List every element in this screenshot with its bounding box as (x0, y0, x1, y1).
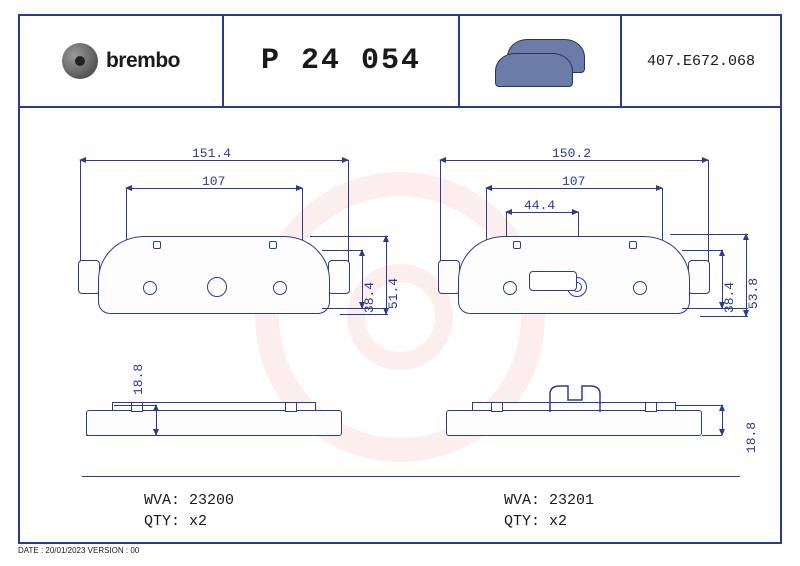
wva-label: WVA: (504, 492, 540, 509)
dim-height-inner: 38.4 (722, 282, 737, 313)
pad-hole (207, 277, 227, 297)
pad-slot (269, 241, 277, 249)
pad-front-view (458, 236, 690, 314)
pad-ear (688, 260, 710, 294)
pad-hole (143, 281, 157, 295)
dim-inner-width: 107 (562, 174, 585, 189)
qty-label: QTY: (504, 513, 540, 530)
pad-slot (629, 241, 637, 249)
dim-height-outer: 51.4 (386, 278, 401, 309)
dim-thickness: 18.8 (744, 422, 759, 453)
dim-line (722, 405, 723, 435)
part-number: P 24 054 (224, 16, 460, 106)
spring-clip-icon (540, 382, 610, 416)
pad-hole (273, 281, 287, 295)
brand-cell: brembo (20, 16, 224, 106)
pad-slot (153, 241, 161, 249)
pad-ear (328, 260, 350, 294)
wva-label: WVA: (144, 492, 180, 509)
wva-value: 23200 (189, 492, 234, 509)
qty-label: QTY: (144, 513, 180, 530)
pad-plate (529, 271, 577, 291)
dim-thickness: 18.8 (131, 364, 146, 395)
pad-3d-icon (485, 31, 595, 91)
qty-value: x2 (549, 513, 567, 530)
dim-inner-width: 107 (202, 174, 225, 189)
dim-top-offset: 44.4 (524, 198, 555, 213)
pad-ear (78, 260, 100, 294)
drawing-frame: brembo P 24 054 407.E672.068 151.4 107 (18, 14, 782, 544)
dim-overall-width: 151.4 (192, 146, 231, 161)
dim-height-outer: 53.8 (746, 278, 761, 309)
brembo-disc-icon (62, 43, 98, 79)
brand-name: brembo (106, 49, 180, 73)
dim-line (156, 405, 157, 435)
separator-line (82, 476, 740, 477)
left-pad-info: WVA: 23200 QTY: x2 (144, 490, 234, 532)
drawing-body: 151.4 107 38.4 51.4 (20, 108, 780, 544)
reference-number: 407.E672.068 (622, 16, 780, 106)
right-pad-info: WVA: 23201 QTY: x2 (504, 490, 594, 532)
pad-hole (633, 281, 647, 295)
pad-ear (438, 260, 460, 294)
qty-value: x2 (189, 513, 207, 530)
pad-side-plate (86, 410, 342, 436)
pad-hole (503, 281, 517, 295)
pad-slot (513, 241, 521, 249)
dim-overall-width: 150.2 (552, 146, 591, 161)
footer-meta: DATE : 20/01/2023 VERSION : 00 (18, 546, 139, 555)
wva-value: 23201 (549, 492, 594, 509)
dim-height-inner: 38.4 (362, 282, 377, 313)
title-block: brembo P 24 054 407.E672.068 (20, 16, 780, 108)
pad-front-view (98, 236, 330, 314)
part-illustration-cell (460, 16, 622, 106)
